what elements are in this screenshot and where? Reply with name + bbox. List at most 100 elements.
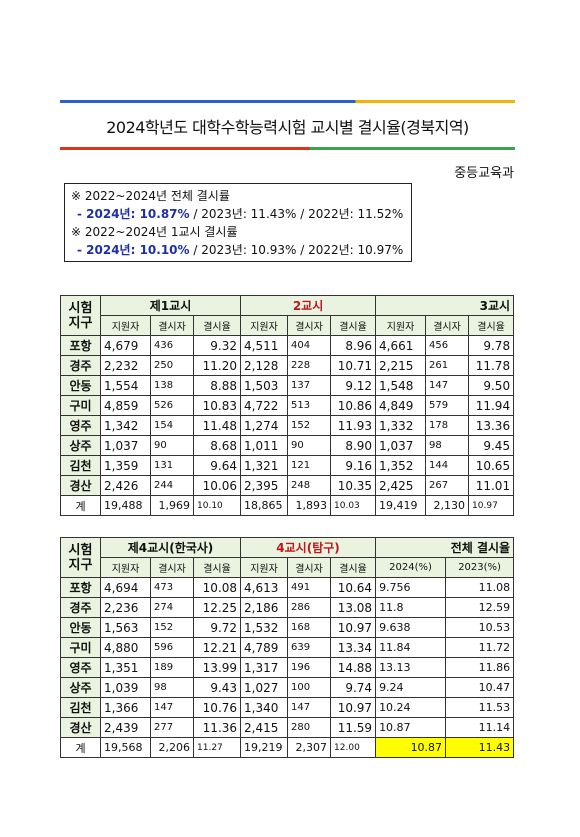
data-table: 시험 지구 제4교시(한국사) 4교시(탐구) 전체 결시율 지원자 결시자 결시율 지원자 결… xyxy=(60,537,515,758)
data-row: 경산 2,426 244 10.06 2,395 248 10.35 2,425 267 11.0… xyxy=(60,475,515,496)
cell: 11.01 xyxy=(468,475,515,496)
cell: 4,694 xyxy=(100,577,151,598)
cell: 98 xyxy=(150,677,194,698)
cell: 1,532 xyxy=(240,617,289,638)
summary-line: - 2024년: 10.10% / 2023년: 10.93% / 2022년:… xyxy=(71,241,405,259)
cell: 11.43 xyxy=(445,737,515,758)
cell: 1,332 xyxy=(375,415,427,436)
cell: 436 xyxy=(150,335,194,356)
cell: 4,661 xyxy=(375,335,427,356)
cell: 10.97 xyxy=(468,495,515,516)
cell: 1,342 xyxy=(100,415,151,436)
cell: 10.87 xyxy=(375,717,447,738)
cell: 526 xyxy=(150,395,194,416)
region: 계 xyxy=(60,737,101,758)
data-row: 상주 1,037 90 8.68 1,011 90 8.90 1,037 98 9.45 xyxy=(60,435,515,456)
cell: 596 xyxy=(150,637,194,658)
cell: 121 xyxy=(287,455,332,476)
subheader-row: 지원자 결시자 결시율 지원자 결시자 결시율 2024(%) 2023(%) xyxy=(61,557,515,578)
cell: 10.10 xyxy=(192,495,242,516)
subheader: 결시자 xyxy=(150,315,194,336)
cell: 639 xyxy=(287,637,332,658)
cell: 1,359 xyxy=(100,455,151,476)
data-row: 안동 1,563 152 9.72 1,532 168 10.97 9.638 10.53 xyxy=(60,617,515,638)
subheader: 지원자 xyxy=(375,315,427,336)
cell: 274 xyxy=(150,597,194,618)
summary-rest: / 2023년: 11.43% / 2022년: 11.52% xyxy=(189,207,404,221)
cell: 1,027 xyxy=(240,677,289,698)
cell: 10.71 xyxy=(330,355,377,376)
data-row: 경주 2,236 274 12.25 2,186 286 13.08 11.8 12.59 xyxy=(60,597,515,618)
cell: 13.34 xyxy=(330,637,377,658)
region: 김천 xyxy=(60,697,101,718)
region: 안동 xyxy=(60,617,101,638)
header-row: 시험 지구 제1교시 2교시 3교시 xyxy=(60,295,515,336)
cell: 19,488 xyxy=(100,495,151,516)
cell: 1,274 xyxy=(240,415,289,436)
data-row: 포항 4,679 436 9.32 4,511 404 8.96 4,661 456 9.78 xyxy=(60,335,515,356)
cell: 261 xyxy=(425,355,470,376)
cell: 9.78 xyxy=(468,335,515,356)
cell: 9.64 xyxy=(192,455,242,476)
region-header: 시험 지구 xyxy=(60,295,101,336)
cell: 13.99 xyxy=(192,657,242,678)
subheader: 지원자 xyxy=(100,557,151,578)
cell: 10.47 xyxy=(445,677,515,698)
cell: 11.86 xyxy=(445,657,515,678)
cell: 10.97 xyxy=(330,617,377,638)
cell: 154 xyxy=(150,415,194,436)
cell: 2,415 xyxy=(240,717,289,738)
cell: 1,011 xyxy=(240,435,289,456)
cell: 12.25 xyxy=(192,597,242,618)
cell: 8.90 xyxy=(330,435,377,456)
subheader: 결시율 xyxy=(192,315,242,336)
cell: 11.08 xyxy=(445,577,515,598)
cell: 1,548 xyxy=(375,375,427,396)
region: 구미 xyxy=(60,395,101,416)
cell: 4,679 xyxy=(100,335,151,356)
data-row: 영주 1,342 154 11.48 1,274 152 11.93 1,332 178 13.3… xyxy=(60,415,515,436)
cell: 2,236 xyxy=(100,597,151,618)
cell: 1,037 xyxy=(100,435,151,456)
cell: 1,340 xyxy=(240,697,289,718)
cell: 1,039 xyxy=(100,677,151,698)
cell: 1,969 xyxy=(150,495,194,516)
cell: 11.14 xyxy=(445,717,515,738)
region: 경산 xyxy=(60,475,101,496)
cell: 2,439 xyxy=(100,717,151,738)
cell: 250 xyxy=(150,355,194,376)
subheader-row: 지원자 결시자 결시율 지원자 결시자 결시율 지원자 결시자 결시율 xyxy=(61,315,515,336)
cell: 98 xyxy=(425,435,470,456)
cell: 404 xyxy=(287,335,332,356)
cell: 10.06 xyxy=(192,475,242,496)
cell: 491 xyxy=(287,577,332,598)
cell: 18,865 xyxy=(240,495,289,516)
cell: 2,128 xyxy=(240,355,289,376)
region: 안동 xyxy=(60,375,101,396)
data-row: 계 19,568 2,206 11.27 19,219 2,307 12.00 10.87 11… xyxy=(60,737,515,758)
department: 중등교육과 xyxy=(454,166,514,181)
cell: 4,722 xyxy=(240,395,289,416)
subheader: 지원자 xyxy=(240,315,289,336)
cell: 1,563 xyxy=(100,617,151,638)
cell: 9.12 xyxy=(330,375,377,396)
cell: 1,037 xyxy=(375,435,427,456)
cell: 152 xyxy=(287,415,332,436)
region: 영주 xyxy=(60,657,101,678)
cell: 1,321 xyxy=(240,455,289,476)
cell: 12.59 xyxy=(445,597,515,618)
cell: 90 xyxy=(150,435,194,456)
title-bar: 2024학년도 대학수학능력시험 교시별 결시율(경북지역) xyxy=(60,100,515,150)
cell: 12.21 xyxy=(192,637,242,658)
region: 경주 xyxy=(60,597,101,618)
cell: 19,568 xyxy=(100,737,151,758)
group-header: 제4교시(한국사) xyxy=(99,537,242,558)
cell: 2,426 xyxy=(100,475,151,496)
cell: 2,206 xyxy=(150,737,194,758)
cell: 11.72 xyxy=(445,637,515,658)
group-header: 제1교시 xyxy=(99,295,242,316)
cell: 10.97 xyxy=(330,697,377,718)
cell: 4,789 xyxy=(240,637,289,658)
subheader: 결시자 xyxy=(287,557,332,578)
region-header: 시험 지구 xyxy=(60,537,101,578)
